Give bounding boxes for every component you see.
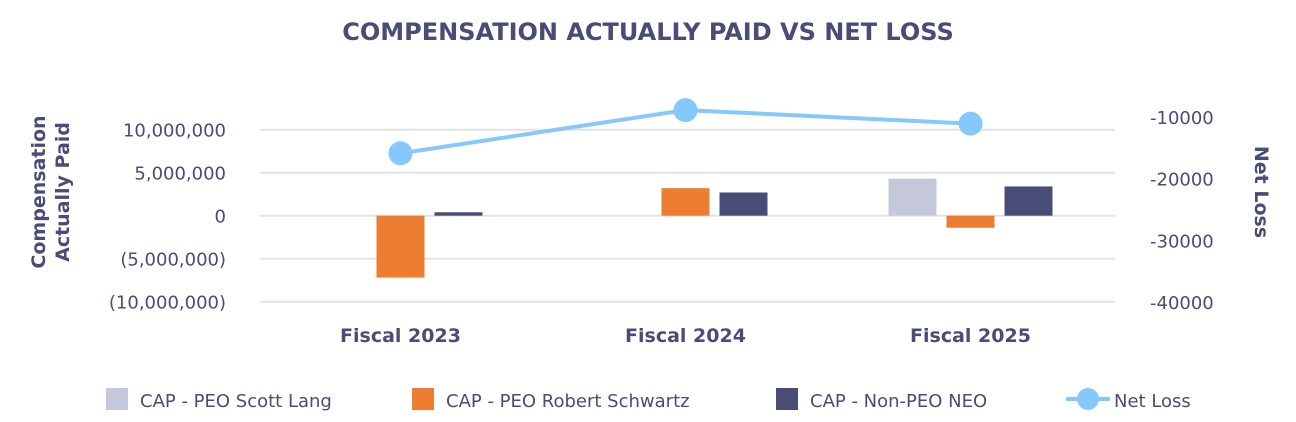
net-loss-point [388,141,413,166]
legend-item: CAP - PEO Robert Schwartz [412,388,690,412]
y2-tick-label: -20000 [1150,170,1214,191]
y2-tick-label: -30000 [1150,231,1214,252]
net-loss-point [958,111,983,136]
x-tick-label: Fiscal 2025 [910,325,1031,347]
legend-swatch [776,388,798,410]
y2-tick-label: -40000 [1150,293,1214,314]
legend-swatch [412,388,434,410]
bar [1004,186,1053,216]
y-tick-label: (5,000,000) [120,250,226,271]
net-loss-point [673,98,698,123]
legend-label: CAP - Non-PEO NEO [810,391,987,412]
legend-swatch [106,388,128,410]
legend-label: Net Loss [1114,391,1191,412]
legend-marker [1077,388,1099,410]
x-tick-label: Fiscal 2023 [340,325,461,347]
legend-item: CAP - Non-PEO NEO [776,388,987,412]
y-axis-label: Compensation Actually Paid [28,115,74,268]
legend-label: CAP - PEO Scott Lang [140,391,332,412]
bar [434,212,483,216]
bar [946,215,995,228]
legend-item: CAP - PEO Scott Lang [106,388,332,412]
y-tick-label: 10,000,000 [123,121,226,142]
x-tick-label: Fiscal 2024 [625,325,746,347]
bar [376,215,425,278]
y-tick-label: 0 [215,207,226,228]
y-tick-label: (10,000,000) [109,293,226,314]
bar [719,192,768,216]
legend-label: CAP - PEO Robert Schwartz [446,391,690,412]
y-tick-label: 5,000,000 [134,164,226,185]
bar [888,178,937,216]
chart-title: COMPENSATION ACTUALLY PAID VS NET LOSS [342,18,954,46]
legend-item: Net Loss [1066,388,1191,412]
y2-axis-label: Net Loss [1250,146,1272,238]
bar [661,188,710,216]
y2-tick-label: -10000 [1150,108,1214,129]
